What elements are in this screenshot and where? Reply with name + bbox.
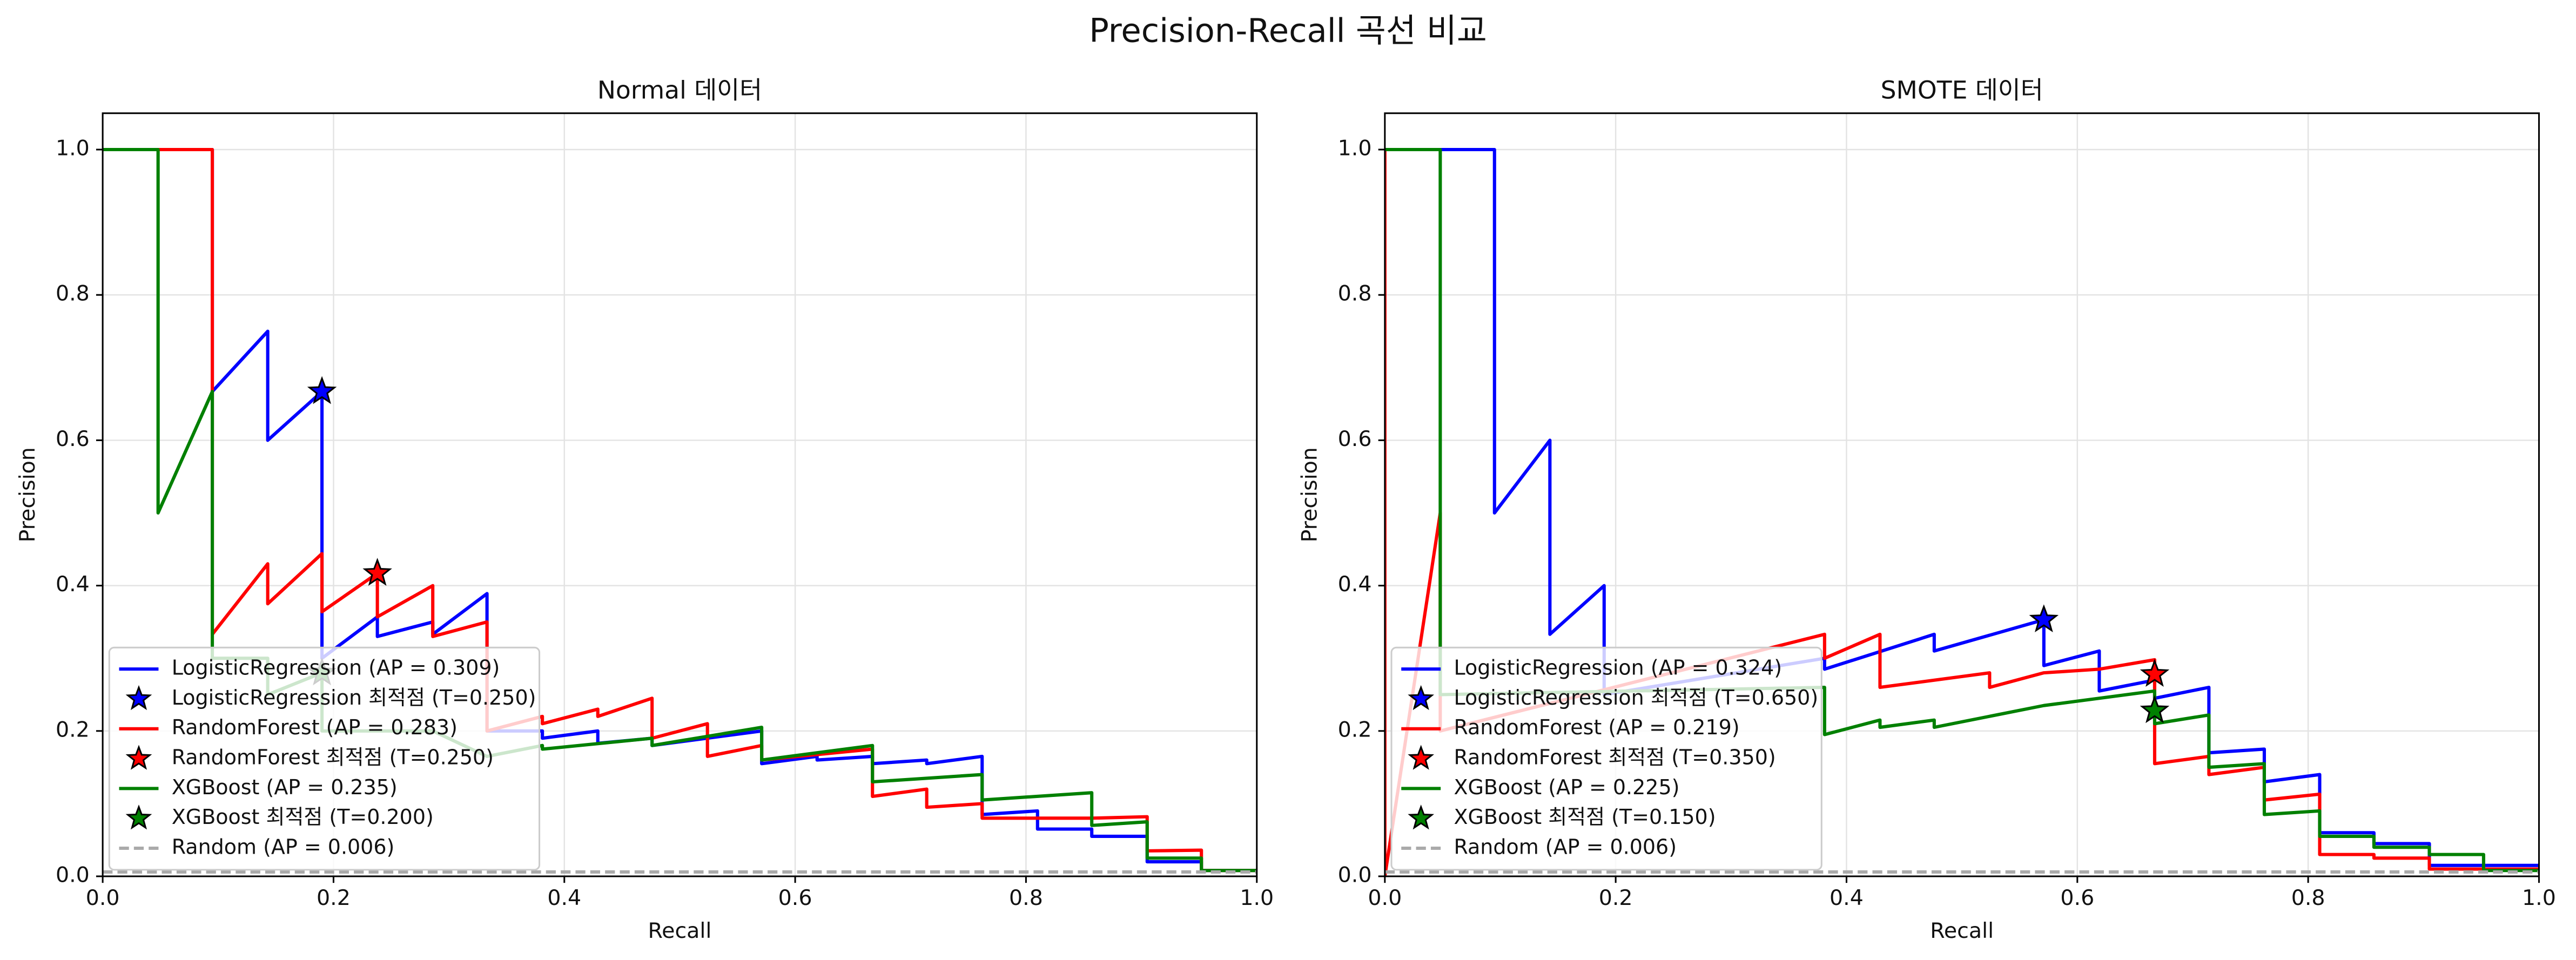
x-tick-label: 0.4 bbox=[547, 885, 581, 910]
y-tick-label: 0.2 bbox=[56, 717, 90, 742]
axes-frame bbox=[102, 112, 1258, 877]
legend-marker bbox=[1408, 804, 1435, 830]
legend-label: LogisticRegression 최적점 (T=0.250) bbox=[172, 686, 536, 709]
x-tick-label: 1.0 bbox=[1240, 885, 1274, 910]
y-tick-label: 0.6 bbox=[56, 427, 90, 451]
legend-marker bbox=[1408, 745, 1435, 770]
legend-label: XGBoost 최적점 (T=0.200) bbox=[172, 805, 434, 829]
legend-label: RandomForest (AP = 0.219) bbox=[1454, 715, 1739, 739]
x-axis-label: Recall bbox=[648, 918, 712, 943]
x-axis-label: Recall bbox=[1930, 918, 1994, 943]
y-tick-label: 0.8 bbox=[1338, 281, 1372, 306]
legend-marker bbox=[1408, 685, 1435, 711]
series-line bbox=[1384, 147, 2539, 867]
y-axis-label: Precision bbox=[1297, 447, 1322, 542]
optimal-point bbox=[2140, 695, 2170, 724]
y-tick-label: 0.0 bbox=[56, 862, 90, 887]
x-tick-label: 0.8 bbox=[1009, 885, 1043, 910]
subplot-title: Normal 데이터 bbox=[597, 76, 762, 105]
optimal-point bbox=[307, 376, 337, 404]
x-tick-label: 0.6 bbox=[778, 885, 812, 910]
y-tick-label: 0.0 bbox=[1338, 862, 1372, 887]
subplot: SMOTE 데이터 Recall Precision 0.0 0.2 0.4 0.6 0.8 1… bbox=[1297, 76, 2556, 943]
x-tick-label: 0.0 bbox=[1368, 885, 1402, 910]
series-line bbox=[103, 147, 1257, 873]
x-tick-label: 0.6 bbox=[2060, 885, 2094, 910]
subplot-title: SMOTE 데이터 bbox=[1881, 76, 2043, 105]
series-line bbox=[1384, 147, 2539, 873]
legend-label: Random (AP = 0.006) bbox=[172, 835, 395, 859]
legend-marker bbox=[125, 685, 152, 711]
legend-box bbox=[108, 646, 541, 871]
axes-frame bbox=[1384, 112, 2540, 877]
x-tick-label: 0.0 bbox=[86, 885, 120, 910]
legend: LogisticRegression (AP = 0.324) LogisticR… bbox=[1390, 646, 1822, 871]
y-tick-label: 0.2 bbox=[1338, 717, 1372, 742]
legend-marker bbox=[125, 745, 152, 770]
figure-title: Precision-Recall 곡선 비교 bbox=[1089, 12, 1487, 50]
legend-label: XGBoost (AP = 0.235) bbox=[172, 775, 398, 799]
x-tick-label: 0.8 bbox=[2291, 885, 2325, 910]
legend-label: Random (AP = 0.006) bbox=[1454, 835, 1677, 859]
legend-label: XGBoost (AP = 0.225) bbox=[1454, 775, 1679, 799]
subplot: Normal 데이터 Recall Precision 0.0 0.2 0.4 0.6 0.8… bbox=[15, 76, 1274, 943]
y-tick-label: 0.8 bbox=[56, 281, 90, 306]
legend-label: XGBoost 최적점 (T=0.150) bbox=[1454, 805, 1716, 829]
y-tick-label: 0.4 bbox=[1338, 572, 1372, 597]
legend-label: RandomForest 최적점 (T=0.250) bbox=[172, 746, 494, 769]
legend-label: LogisticRegression 최적점 (T=0.650) bbox=[1454, 686, 1818, 709]
legend-box bbox=[1390, 646, 1822, 871]
optimal-point bbox=[362, 558, 392, 586]
optimal-point bbox=[2140, 659, 2170, 687]
optimal-point bbox=[2029, 604, 2059, 633]
legend-label: LogisticRegression (AP = 0.324) bbox=[1454, 656, 1782, 680]
x-tick-label: 0.4 bbox=[1830, 885, 1864, 910]
y-axis-label: Precision bbox=[15, 447, 40, 542]
legend-label: RandomForest (AP = 0.283) bbox=[172, 715, 458, 739]
y-tick-label: 0.4 bbox=[56, 572, 90, 597]
y-tick-label: 0.6 bbox=[1338, 427, 1372, 451]
y-tick-label: 1.0 bbox=[1338, 136, 1372, 161]
legend-label: LogisticRegression (AP = 0.309) bbox=[172, 656, 500, 680]
x-tick-label: 0.2 bbox=[1599, 885, 1633, 910]
legend: LogisticRegression (AP = 0.309) LogisticR… bbox=[108, 646, 541, 871]
x-tick-label: 0.2 bbox=[317, 885, 351, 910]
x-tick-label: 1.0 bbox=[2522, 885, 2556, 910]
y-tick-label: 1.0 bbox=[56, 136, 90, 161]
legend-label: RandomForest 최적점 (T=0.350) bbox=[1454, 746, 1775, 769]
legend-marker bbox=[125, 804, 152, 830]
